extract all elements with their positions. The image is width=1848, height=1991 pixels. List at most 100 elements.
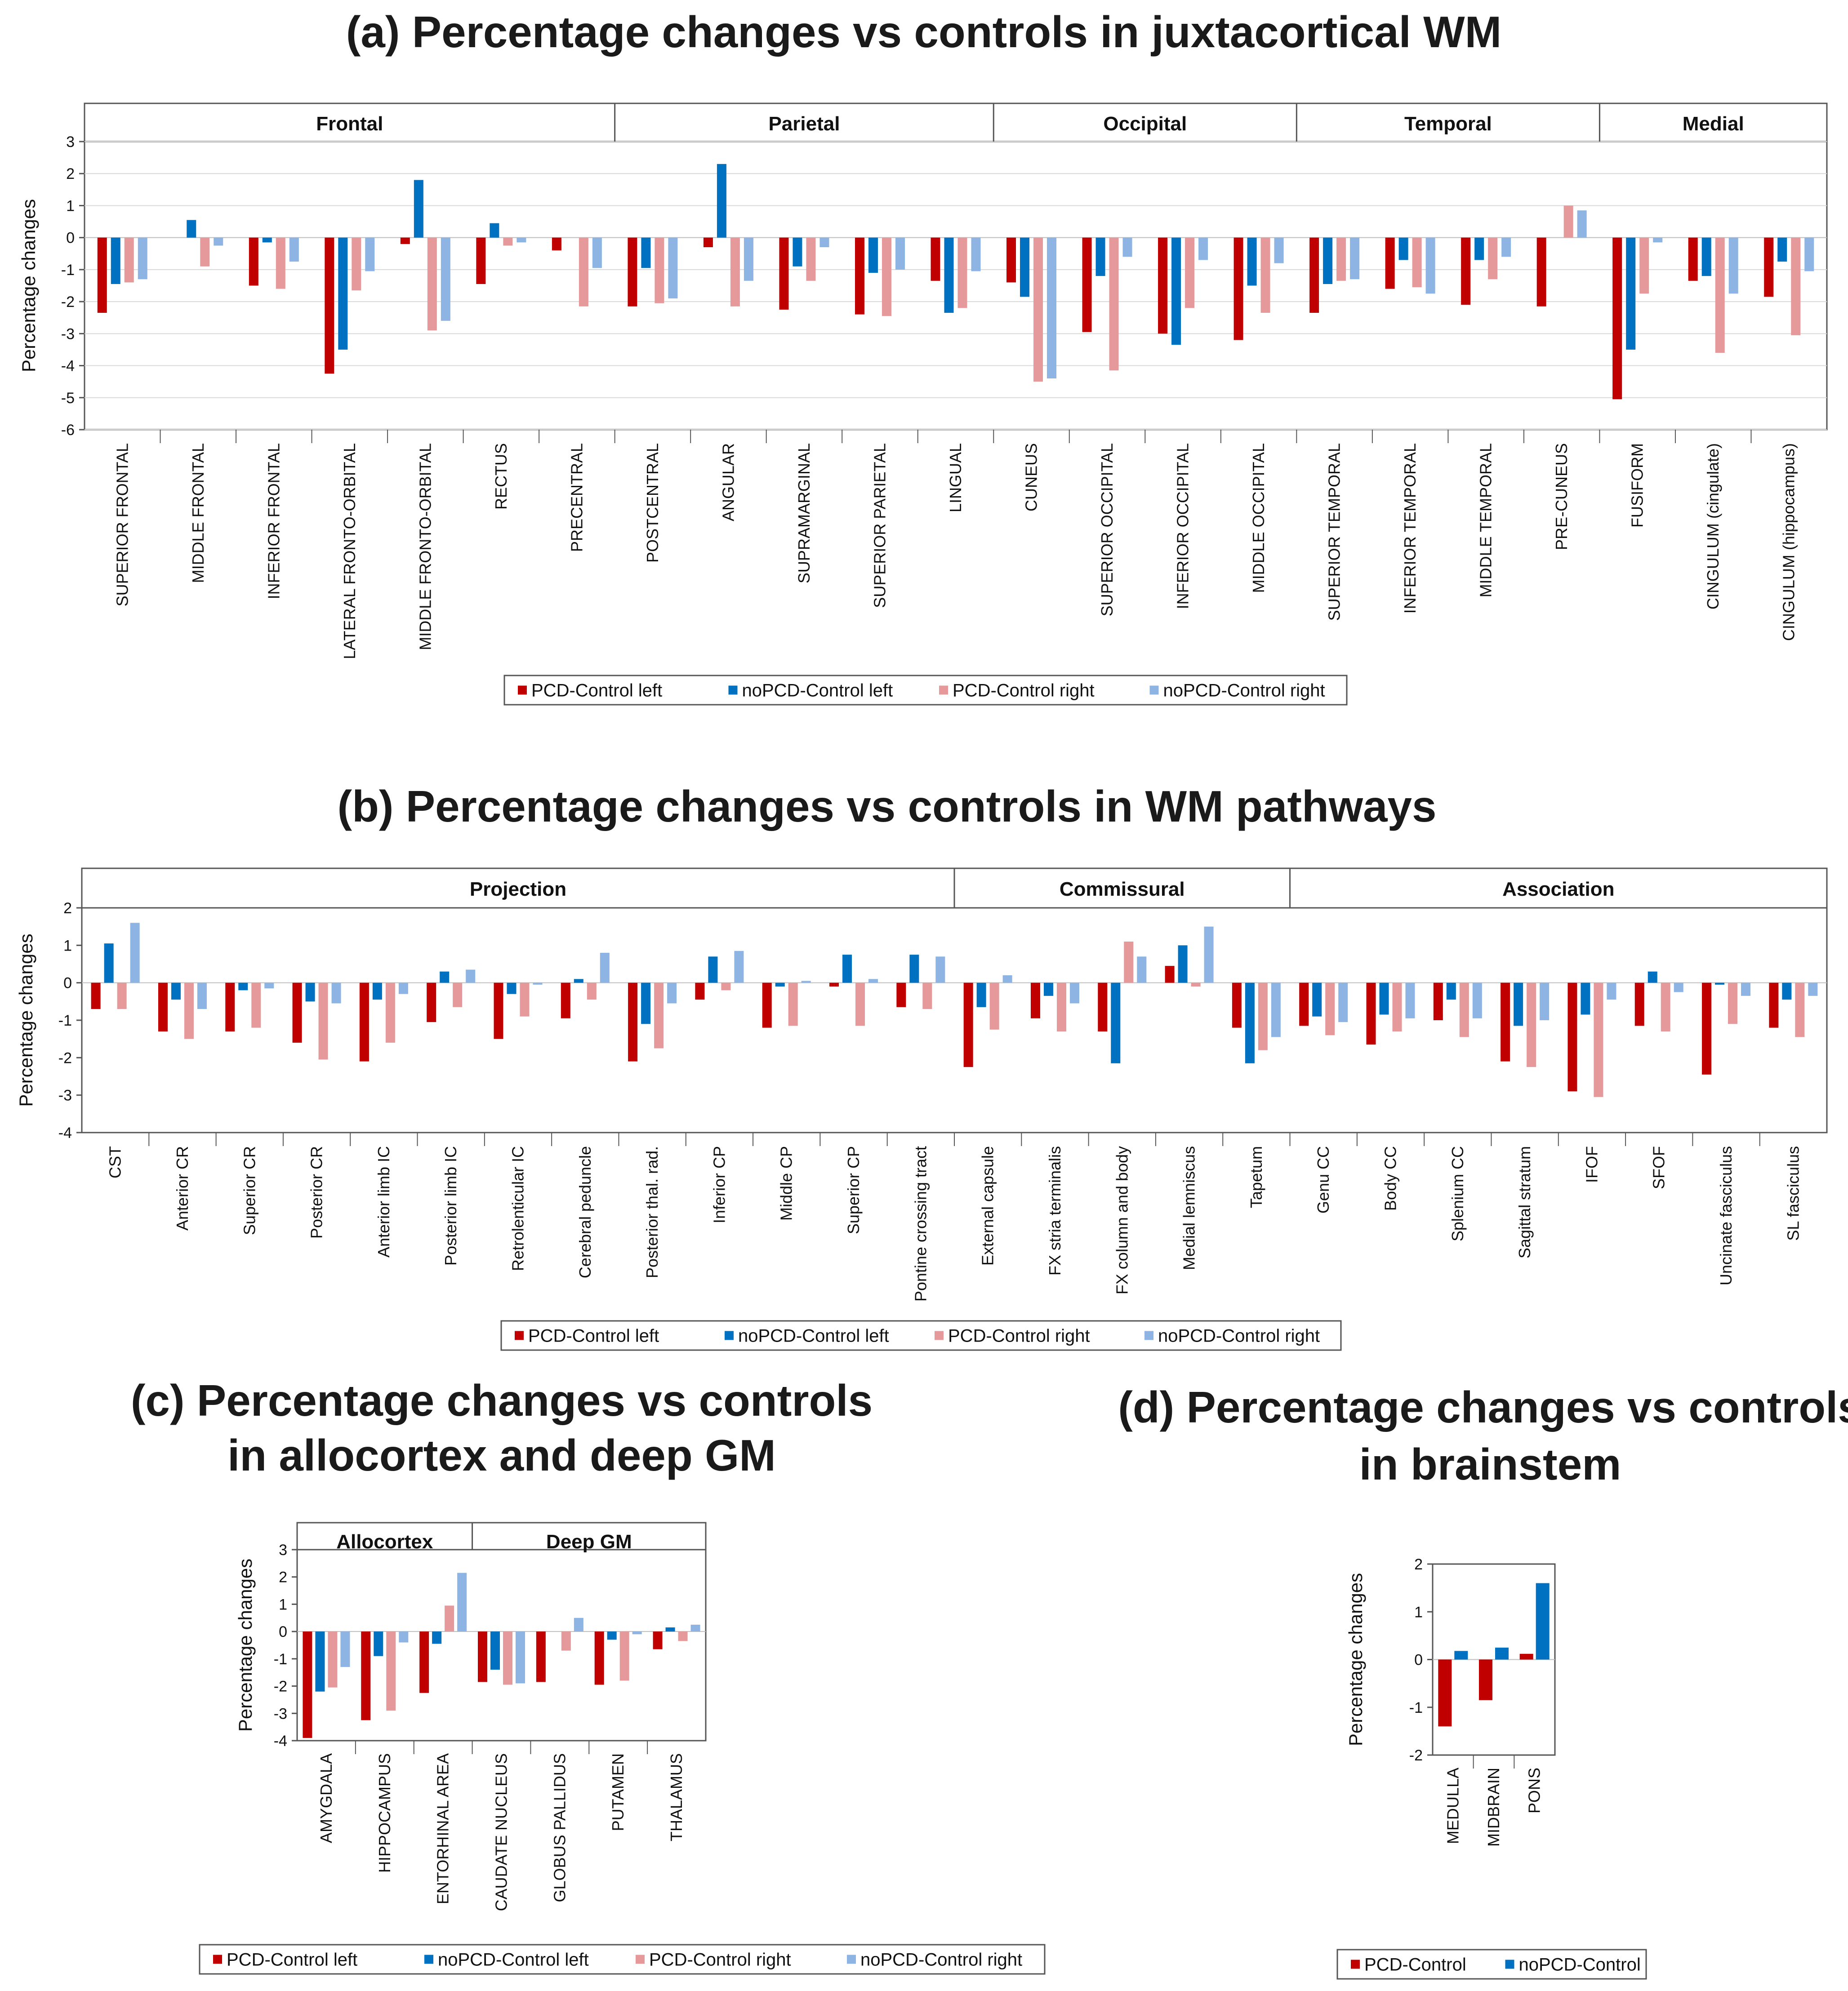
y-tick-label: -2 (1409, 1747, 1423, 1764)
category-label: Posterior thal. rad. (643, 1146, 661, 1278)
bar-a-8-2 (730, 237, 740, 307)
bar-a-8-1 (717, 164, 726, 238)
bar-a-17-3 (1425, 237, 1435, 294)
bar-b-25-3 (1808, 982, 1818, 996)
category-label: Superior CR (240, 1146, 258, 1235)
category-label: FUSIFORM (1628, 443, 1647, 528)
bar-c-6-0 (653, 1631, 663, 1649)
bar-b-20-3 (1472, 982, 1482, 1018)
y-tick-label: -1 (274, 1651, 287, 1668)
group-label: Projection (470, 878, 566, 900)
y-tick-label: -3 (61, 325, 75, 342)
y-tick-label: -2 (58, 1049, 72, 1067)
legend-swatch (1149, 685, 1159, 695)
bar-d-2-1 (1536, 1583, 1550, 1660)
category-label: ANGULAR (719, 443, 737, 521)
panel-title-b-0: (b) Percentage changes vs controls in WM… (337, 782, 1436, 831)
category-label: PRECENTRAL (567, 443, 586, 552)
bar-d-1-0 (1479, 1659, 1492, 1700)
bar-a-1-1 (187, 220, 196, 238)
bar-b-7-1 (574, 979, 583, 983)
panel-a: (a) Percentage changes vs controls in ju… (18, 7, 1828, 706)
bar-b-15-0 (1098, 982, 1108, 1031)
bar-a-13-1 (1095, 237, 1105, 276)
category-label: PONS (1525, 1768, 1544, 1813)
y-axis-label: Percentage changes (18, 199, 39, 372)
group-label: Medial (1683, 113, 1744, 135)
bar-d-0-1 (1454, 1651, 1468, 1660)
bar-a-22-3 (1804, 237, 1814, 271)
y-tick-label: 2 (279, 1569, 287, 1586)
bar-b-25-1 (1782, 982, 1792, 1000)
bar-b-15-2 (1124, 942, 1134, 983)
bar-a-3-3 (365, 237, 375, 271)
legend-label: noPCD-Control left (742, 681, 893, 701)
bar-c-1-0 (361, 1631, 371, 1720)
bar-a-22-1 (1777, 237, 1787, 262)
legend-swatch (1351, 1960, 1360, 1969)
category-label: Anterior CR (173, 1146, 191, 1231)
bar-b-24-2 (1728, 982, 1738, 1024)
category-label: SUPERIOR TEMPORAL (1325, 443, 1344, 621)
bar-b-17-3 (1271, 982, 1281, 1037)
bar-b-11-2 (855, 982, 865, 1026)
bar-b-13-2 (989, 982, 999, 1030)
bar-a-15-3 (1274, 237, 1284, 263)
legend-label: PCD-Control left (227, 1950, 357, 1970)
bar-b-18-0 (1299, 982, 1309, 1026)
bar-b-11-3 (868, 979, 878, 983)
legend-swatch (636, 1955, 645, 1964)
legend-label: noPCD-Control right (1158, 1326, 1320, 1346)
bar-b-19-2 (1392, 982, 1402, 1031)
bar-a-9-0 (779, 237, 789, 310)
bar-a-11-3 (971, 237, 981, 271)
bar-b-5-1 (440, 971, 450, 983)
bar-a-18-0 (1461, 237, 1471, 305)
category-label: CINGULUM (hippocampus) (1780, 443, 1798, 641)
bar-c-3-1 (490, 1631, 500, 1670)
bar-b-14-1 (1043, 982, 1053, 996)
category-label: CAUDATE NUCLEUS (492, 1753, 511, 1911)
category-label: ENTORHINAL AREA (434, 1753, 452, 1904)
category-label: FX column and body (1113, 1146, 1131, 1294)
bar-a-20-0 (1612, 237, 1622, 400)
bar-b-24-0 (1702, 982, 1712, 1075)
bar-b-19-3 (1405, 982, 1415, 1018)
bar-a-9-3 (819, 237, 829, 248)
category-label: Anterior limb IC (374, 1146, 393, 1258)
bar-c-4-3 (574, 1618, 583, 1632)
bar-b-9-2 (721, 982, 731, 991)
bar-a-4-2 (427, 237, 437, 331)
bar-a-16-3 (1350, 237, 1360, 280)
bar-b-3-1 (305, 982, 315, 1002)
bar-a-12-2 (1033, 237, 1043, 382)
bar-a-19-3 (1577, 210, 1587, 238)
bar-b-16-1 (1178, 945, 1188, 983)
panel-title-c-1: in allocortex and deep GM (227, 1431, 776, 1480)
bar-a-20-3 (1653, 237, 1663, 243)
bar-b-14-0 (1030, 982, 1040, 1018)
bar-b-20-0 (1433, 982, 1443, 1020)
bar-a-15-0 (1233, 237, 1243, 340)
bar-a-3-0 (325, 237, 334, 374)
bar-b-4-3 (398, 982, 408, 994)
bar-a-11-0 (931, 237, 940, 281)
bar-a-12-1 (1020, 237, 1030, 297)
category-label: CST (106, 1146, 125, 1178)
bar-b-13-3 (1002, 975, 1012, 983)
bar-a-4-1 (414, 180, 423, 238)
bar-b-21-0 (1501, 982, 1510, 1062)
bar-c-3-0 (478, 1631, 487, 1682)
bar-c-6-2 (678, 1631, 688, 1641)
y-tick-label: -4 (61, 358, 75, 375)
legend-swatch (213, 1955, 222, 1964)
y-tick-label: 0 (1414, 1652, 1423, 1669)
y-tick-label: -3 (274, 1705, 287, 1722)
group-label: Parietal (768, 113, 840, 135)
bar-b-2-2 (251, 982, 261, 1028)
bar-a-5-2 (503, 237, 513, 246)
panel-title-c-0: (c) Percentage changes vs controls (131, 1376, 873, 1425)
bar-b-7-2 (587, 982, 597, 1000)
group-label: Frontal (316, 113, 383, 135)
